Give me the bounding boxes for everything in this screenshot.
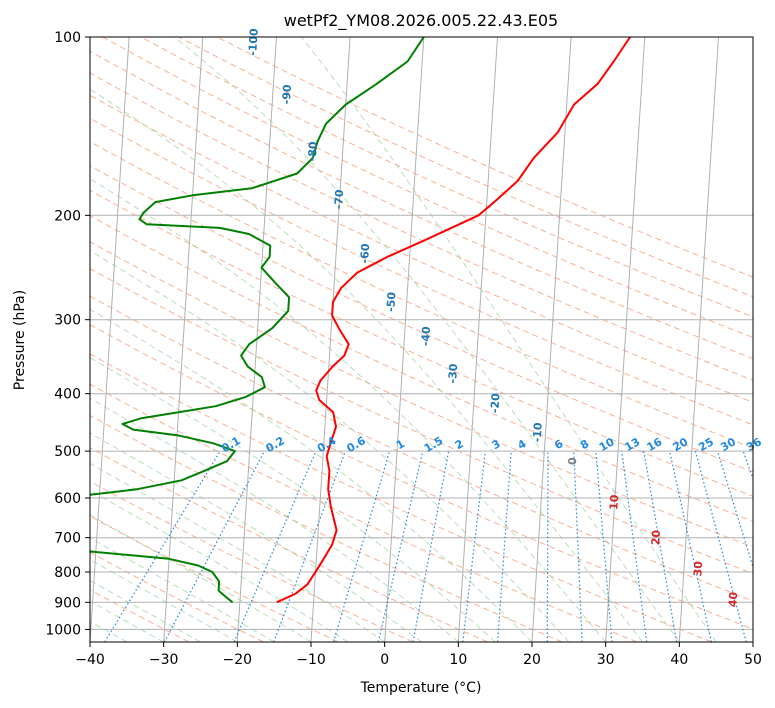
x-tick-label: −30 (149, 652, 179, 668)
mixing-ratio-line (643, 450, 678, 642)
moist-adiabat (173, 37, 680, 642)
x-tick-label: 10 (449, 652, 467, 668)
mixing-ratio-line (332, 450, 391, 642)
moist-adiabat (90, 357, 496, 642)
dry-adiabat (90, 295, 753, 602)
x-tick-label: −40 (75, 652, 105, 668)
isotherm-label: -40 (419, 326, 433, 347)
moist-adiabat (90, 178, 607, 642)
dry-adiabat (90, 589, 190, 642)
y-tick-label: 1000 (45, 622, 81, 638)
mixing-ratio-line (412, 450, 450, 642)
dry-adiabat (90, 324, 753, 630)
isotherm-label: 0 (566, 457, 579, 466)
isotherm-label: 20 (649, 529, 663, 545)
isotherm-label: -90 (280, 84, 294, 105)
dry-adiabat (90, 414, 563, 642)
isotherm-label: -70 (332, 189, 346, 210)
isotherm-line (384, 37, 425, 642)
dry-adiabat (90, 383, 638, 642)
moist-adiabat (90, 462, 385, 642)
y-tick-label: 300 (54, 313, 81, 329)
chart-title: wetPf2_YM08.2026.005.22.43.E05 (284, 11, 558, 31)
temperature-line (276, 37, 631, 604)
plot-frame (89, 36, 754, 643)
x-tick-label: −20 (223, 652, 253, 668)
x-tick-label: 0 (380, 652, 389, 668)
isotherm-line (531, 37, 572, 642)
isotherm-label: 40 (726, 591, 740, 607)
isotherm-label: -100 (246, 28, 261, 57)
y-tick-label: 400 (54, 387, 81, 403)
dewpoint-line (90, 37, 425, 604)
isotherm-line (310, 37, 351, 642)
y-tick-label: 600 (54, 491, 81, 507)
dry-adiabat (90, 141, 753, 449)
moist-adiabat (90, 308, 533, 642)
dry-adiabat (90, 551, 264, 642)
dry-adiabat (140, 37, 753, 318)
y-tick-label: 500 (54, 444, 81, 460)
isotherm-line (678, 37, 719, 642)
dry-adiabat (90, 353, 712, 642)
x-tick-label: 40 (670, 652, 688, 668)
mixing-ratio-line (621, 451, 648, 642)
isotherm-label: -60 (358, 243, 372, 264)
y-tick-label: 900 (54, 595, 81, 611)
moist-adiabat (90, 432, 422, 642)
y-axis-title: Pressure (hPa) (12, 290, 28, 390)
isotherm-label: -10 (531, 422, 545, 443)
isotherm-label: 10 (607, 494, 621, 510)
mixing-ratio-line (377, 450, 424, 642)
moist-adiabat (90, 88, 643, 642)
dry-adiabat (90, 447, 488, 642)
isotherm-label: -30 (446, 363, 460, 384)
dry-adiabat (90, 215, 753, 522)
isotherm-label: -20 (488, 392, 502, 413)
dry-adiabat (90, 165, 753, 473)
dry-adiabat (90, 268, 753, 575)
moist-adiabat (90, 250, 570, 642)
x-tick-label: 50 (744, 652, 762, 668)
mixing-ratio-line (104, 450, 221, 642)
axes: −40 −30 −20 −10 0 10 20 30 40 5010020030040050060… (45, 30, 762, 668)
isotherm-line (457, 37, 498, 642)
x-axis-title: Temperature (°C) (360, 680, 482, 696)
mixing-ratio-line (233, 450, 317, 642)
isotherm-label: 30 (691, 560, 705, 576)
isotherm-line (605, 37, 646, 642)
dry-adiabat (90, 241, 753, 548)
isotherm-line (90, 37, 130, 642)
y-tick-label: 800 (54, 565, 81, 581)
mixing-ratio-line (694, 450, 747, 642)
isotherm-label: -50 (384, 291, 398, 312)
moist-adiabat (90, 537, 275, 642)
mixing-ratio-line (669, 450, 712, 642)
y-tick-label: 100 (54, 30, 81, 46)
dry-adiabat (90, 72, 753, 381)
x-tick-label: 30 (597, 652, 615, 668)
isotherm-line (163, 37, 204, 642)
isotherm-label: -80 (306, 141, 320, 162)
y-tick-label: 700 (54, 531, 81, 547)
x-tick-label: −10 (296, 652, 326, 668)
x-tick-label: 20 (523, 652, 541, 668)
moist-adiabat (300, 37, 717, 642)
y-tick-label: 200 (54, 208, 81, 224)
mixing-ratio-line (462, 451, 486, 642)
background-lines (90, 37, 753, 642)
profile-lines (90, 37, 631, 604)
